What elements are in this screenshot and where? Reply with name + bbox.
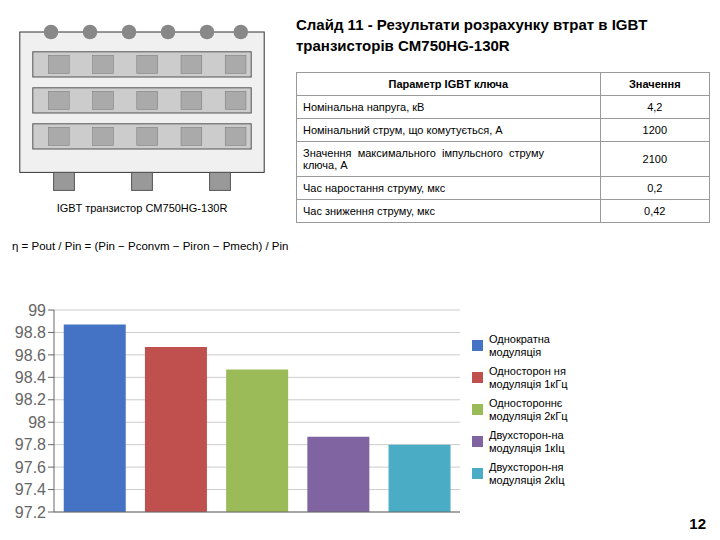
svg-text:98.8: 98.8 — [15, 324, 46, 341]
html-text:Значення максимального імпульс: Значення максимального імпульсного струм… — [303, 147, 545, 171]
html-text:Двухсторон-на модуляція 1кІц: Двухсторон-на модуляція 1кІц — [489, 428, 565, 454]
svg-text:97.4: 97.4 — [15, 481, 46, 498]
html-text:Час наростання струму, мкс: Час наростання струму, мкс — [303, 182, 446, 194]
html-text:Значення: Значення — [629, 78, 681, 90]
html-text:2100: 2100 — [642, 153, 667, 165]
svg-text:98.6: 98.6 — [15, 347, 46, 364]
svg-text:98.4: 98.4 — [15, 369, 46, 386]
html-text:Однократна модуляція: Однократна модуляція — [489, 332, 550, 358]
html-text:IGBT транзистор CM750HG-130R: IGBT транзистор CM750HG-130R — [56, 202, 228, 214]
svg-text:98: 98 — [28, 414, 46, 431]
html-text:0,42: 0,42 — [644, 205, 666, 217]
html-text:1200: 1200 — [642, 124, 667, 136]
html-text:Номінальний струм, що комутуєт: Номінальний струм, що комутується, А — [303, 124, 503, 136]
html-text:Номінальна напруга, кВ: Номінальна напруга, кВ — [303, 101, 425, 113]
html-text:Слайд 11 - Результати розрахун: Слайд 11 - Результати розрахунку втрат в… — [296, 16, 648, 33]
svg-text:99: 99 — [28, 302, 46, 319]
html-text:Час зниження струму, мкс: Час зниження струму, мкс — [303, 205, 435, 217]
svg-text:97.6: 97.6 — [15, 459, 46, 476]
html-text:Одностороннє модуляція 2кГц: Одностороннє модуляція 2кГц — [489, 396, 568, 422]
html-text:0,2: 0,2 — [647, 182, 663, 194]
html-text:Односторон ня модуляція 1кГц: Односторон ня модуляція 1кГц — [489, 364, 568, 390]
html-text:4,2: 4,2 — [647, 101, 663, 113]
html-text:Двухсторон-ня модуляція 2кІц: Двухсторон-ня модуляція 2кІц — [489, 460, 565, 486]
svg-text:98.2: 98.2 — [15, 391, 46, 408]
svg-text:97.8: 97.8 — [15, 436, 46, 453]
svg-text:97.2: 97.2 — [15, 504, 46, 521]
html-text:Параметр IGBT ключа: Параметр IGBT ключа — [388, 78, 509, 90]
html-text:транзисторів CM750HG-130R: транзисторів CM750HG-130R — [296, 37, 510, 54]
html-text:η = Pout / Pin = (Pin − Pconvm: η = Pout / Pin = (Pin − Pconvm − Piron −… — [12, 240, 289, 252]
html-text:12: 12 — [689, 515, 706, 532]
